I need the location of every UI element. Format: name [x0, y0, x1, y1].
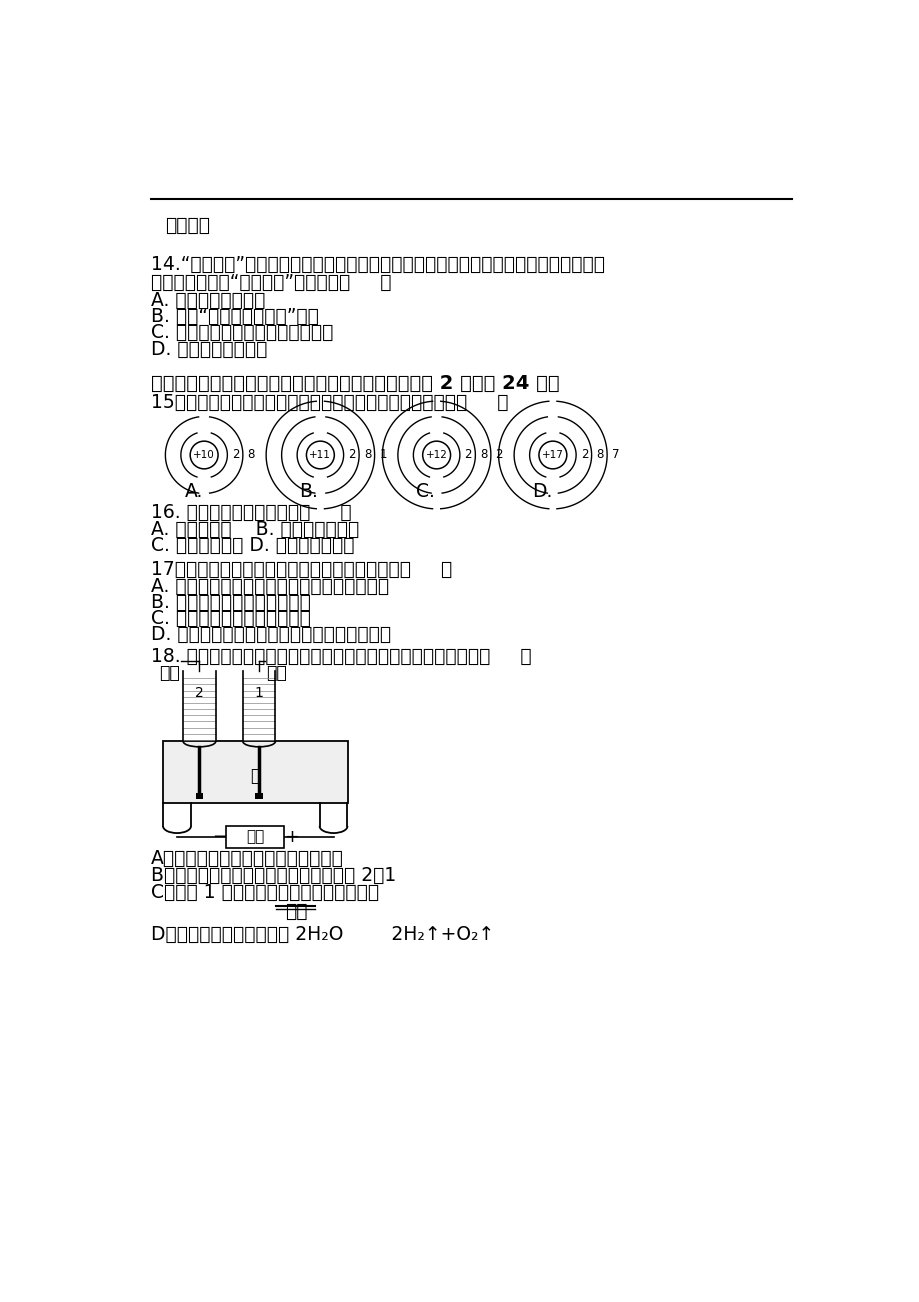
Text: 15．下列原子结构示意图所表示元素的化学性质最稳定的是（     ）: 15．下列原子结构示意图所表示元素的化学性质最稳定的是（ ） — [151, 393, 507, 413]
Text: A.: A. — [185, 482, 203, 501]
Text: B．水电解产生的氢气和氧气的质量比是 2：1: B．水电解产生的氢气和氧气的质量比是 2：1 — [151, 866, 395, 885]
Text: 电池: 电池 — [246, 829, 264, 845]
Text: 加热液体: 加热液体 — [165, 216, 210, 236]
Text: 2: 2 — [580, 448, 587, 461]
Circle shape — [190, 441, 218, 469]
Text: C．试管 1 中的气体能使带火星的木条复燃: C．试管 1 中的气体能使带火星的木条复燃 — [151, 883, 379, 902]
Text: +17: +17 — [541, 450, 563, 460]
Text: D. 深秋时节焚烧落叶: D. 深秋时节焚烧落叶 — [151, 340, 267, 358]
Text: 二、选择题．（每小题只有一个选项符合题意，每小题 2 分，共 24 分）: 二、选择题．（每小题只有一个选项符合题意，每小题 2 分，共 24 分） — [151, 374, 559, 393]
Circle shape — [306, 441, 334, 469]
Text: +12: +12 — [425, 450, 447, 460]
Text: A. 一种分子、原子、离子都可以直接构成物质: A. 一种分子、原子、离子都可以直接构成物质 — [151, 577, 389, 595]
Circle shape — [422, 441, 450, 469]
Bar — [164, 742, 346, 802]
Bar — [226, 827, 284, 848]
Bar — [255, 793, 263, 799]
Text: C. 原子是最小粒子，不可再分: C. 原子是最小粒子，不可再分 — [151, 609, 311, 628]
Text: A. 用旧报纸制铅笔杆: A. 用旧报纸制铅笔杆 — [151, 290, 265, 310]
Text: 17．下列有关分子、原子、离子的说法正确的是（     ）: 17．下列有关分子、原子、离子的说法正确的是（ ） — [151, 560, 451, 578]
Text: 8: 8 — [247, 448, 255, 461]
Text: 水: 水 — [250, 767, 260, 785]
Text: D.: D. — [531, 482, 551, 501]
Text: C. 开发回收利用二氧化碳的新技术: C. 开发回收利用二氧化碳的新技术 — [151, 323, 333, 342]
Bar — [163, 741, 347, 803]
Text: 2: 2 — [232, 448, 239, 461]
Text: +11: +11 — [309, 450, 331, 460]
Text: 16. 由同种元素组成的物质（     ）: 16. 由同种元素组成的物质（ ） — [151, 503, 351, 522]
Bar — [196, 793, 203, 799]
Text: 1: 1 — [255, 686, 264, 700]
Text: +10: +10 — [193, 450, 215, 460]
Text: A. 一定是单质    B. 一定不是混合物: A. 一定是单质 B. 一定不是混合物 — [151, 519, 358, 539]
Text: 8: 8 — [596, 448, 603, 461]
Text: 14.“低碳生活”是指在生活作息时减少能量耗用，使二氧化碳排放降低的一种时尚生活方: 14.“低碳生活”是指在生活作息时减少能量耗用，使二氧化碳排放降低的一种时尚生活… — [151, 255, 604, 273]
Text: C. 一定是纯净物 D. 一定不是化合物: C. 一定是纯净物 D. 一定不是化合物 — [151, 536, 354, 555]
Text: 式．下列不符合“低碳生活”主题的是（     ）: 式．下列不符合“低碳生活”主题的是（ ） — [151, 272, 391, 292]
Text: 2: 2 — [195, 686, 204, 700]
Text: B.: B. — [299, 482, 318, 501]
Text: B. 原子和离子都是带电的粒子: B. 原子和离子都是带电的粒子 — [151, 592, 311, 612]
Text: 氢气: 氢气 — [159, 664, 180, 682]
Text: 18. 如图是水的电解实验装置图，关于该实验的说法不正确的是（     ）: 18. 如图是水的电解实验装置图，关于该实验的说法不正确的是（ ） — [151, 647, 530, 665]
Circle shape — [539, 441, 566, 469]
Text: 2: 2 — [495, 448, 503, 461]
Text: 氧气: 氧气 — [266, 664, 287, 682]
Text: B. 参加“地球熄灯一小时”活动: B. 参加“地球熄灯一小时”活动 — [151, 307, 318, 327]
Text: C.: C. — [415, 482, 434, 501]
Text: 2: 2 — [464, 448, 471, 461]
Text: A．该实验的主要目的是验证水的组成: A．该实验的主要目的是验证水的组成 — [151, 849, 343, 868]
Text: −: − — [211, 828, 227, 846]
Text: 通电: 通电 — [285, 901, 308, 921]
Text: 1: 1 — [379, 448, 386, 461]
Text: 8: 8 — [480, 448, 487, 461]
Text: +: + — [283, 828, 299, 846]
Text: 7: 7 — [611, 448, 618, 461]
Text: 2: 2 — [348, 448, 356, 461]
Text: D. 分子、原子、离子都能保持物质的化学性质: D. 分子、原子、离子都能保持物质的化学性质 — [151, 625, 391, 644]
Text: D．电解水的化学方程式是 2H₂O        2H₂↑+O₂↑: D．电解水的化学方程式是 2H₂O 2H₂↑+O₂↑ — [151, 924, 494, 944]
Text: 8: 8 — [363, 448, 370, 461]
